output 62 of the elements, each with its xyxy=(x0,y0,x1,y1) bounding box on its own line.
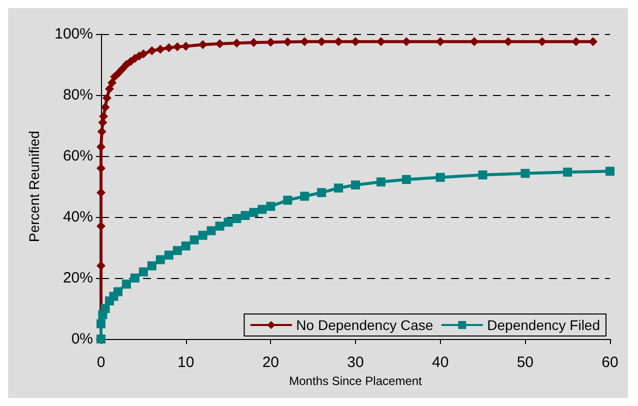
point xyxy=(563,168,572,177)
point xyxy=(156,255,165,264)
point xyxy=(164,43,174,52)
x-tick-label: 30 xyxy=(347,354,364,371)
point xyxy=(122,280,131,289)
point xyxy=(402,174,411,184)
point xyxy=(606,166,614,176)
point xyxy=(258,204,267,214)
y-tick-label: 0% xyxy=(71,330,93,348)
point xyxy=(588,37,598,46)
point xyxy=(181,241,190,250)
x-tick-label: 20 xyxy=(262,354,280,371)
point xyxy=(300,192,310,201)
point xyxy=(283,196,292,205)
point xyxy=(249,208,258,217)
point xyxy=(96,319,106,328)
point xyxy=(224,218,233,227)
point xyxy=(351,180,360,190)
y-tick-label: 100% xyxy=(54,26,93,42)
point xyxy=(436,172,445,182)
point xyxy=(478,170,488,180)
legend-label: Dependency Filed xyxy=(487,317,600,333)
point xyxy=(156,44,165,54)
point xyxy=(100,102,110,112)
point xyxy=(102,94,112,103)
y-tick-label: 20% xyxy=(62,270,93,286)
point xyxy=(376,177,386,186)
point xyxy=(198,230,208,240)
y-tick-label: 80% xyxy=(62,86,93,104)
point xyxy=(351,37,360,46)
point xyxy=(147,261,156,270)
x-tick-label: 50 xyxy=(516,354,534,371)
x-tick-label: 60 xyxy=(602,354,618,371)
point xyxy=(172,246,182,256)
point xyxy=(520,168,530,178)
point xyxy=(113,287,122,296)
y-tick-label: 60% xyxy=(62,148,93,164)
point xyxy=(108,78,117,88)
point xyxy=(206,226,216,236)
point xyxy=(138,267,148,276)
point xyxy=(130,274,140,282)
point xyxy=(164,250,174,260)
point xyxy=(99,112,108,121)
point xyxy=(215,222,224,231)
x-tick-label: 10 xyxy=(177,354,194,371)
point xyxy=(334,184,344,193)
point xyxy=(147,46,156,56)
x-tick-label: 40 xyxy=(432,354,449,371)
legend-label: No Dependency Case xyxy=(296,317,434,333)
point xyxy=(104,84,114,94)
point xyxy=(100,304,110,313)
point xyxy=(232,214,242,224)
point xyxy=(118,64,127,74)
point xyxy=(317,188,326,198)
point xyxy=(190,235,199,244)
x-tick-label: 0 xyxy=(96,354,106,371)
y-tick-label: 40% xyxy=(62,208,93,226)
x-axis-title: Months Since Placement xyxy=(289,374,423,388)
point xyxy=(266,202,276,211)
y-axis-title: Percent Reunified xyxy=(26,130,42,242)
point xyxy=(240,210,250,220)
point xyxy=(113,69,122,78)
